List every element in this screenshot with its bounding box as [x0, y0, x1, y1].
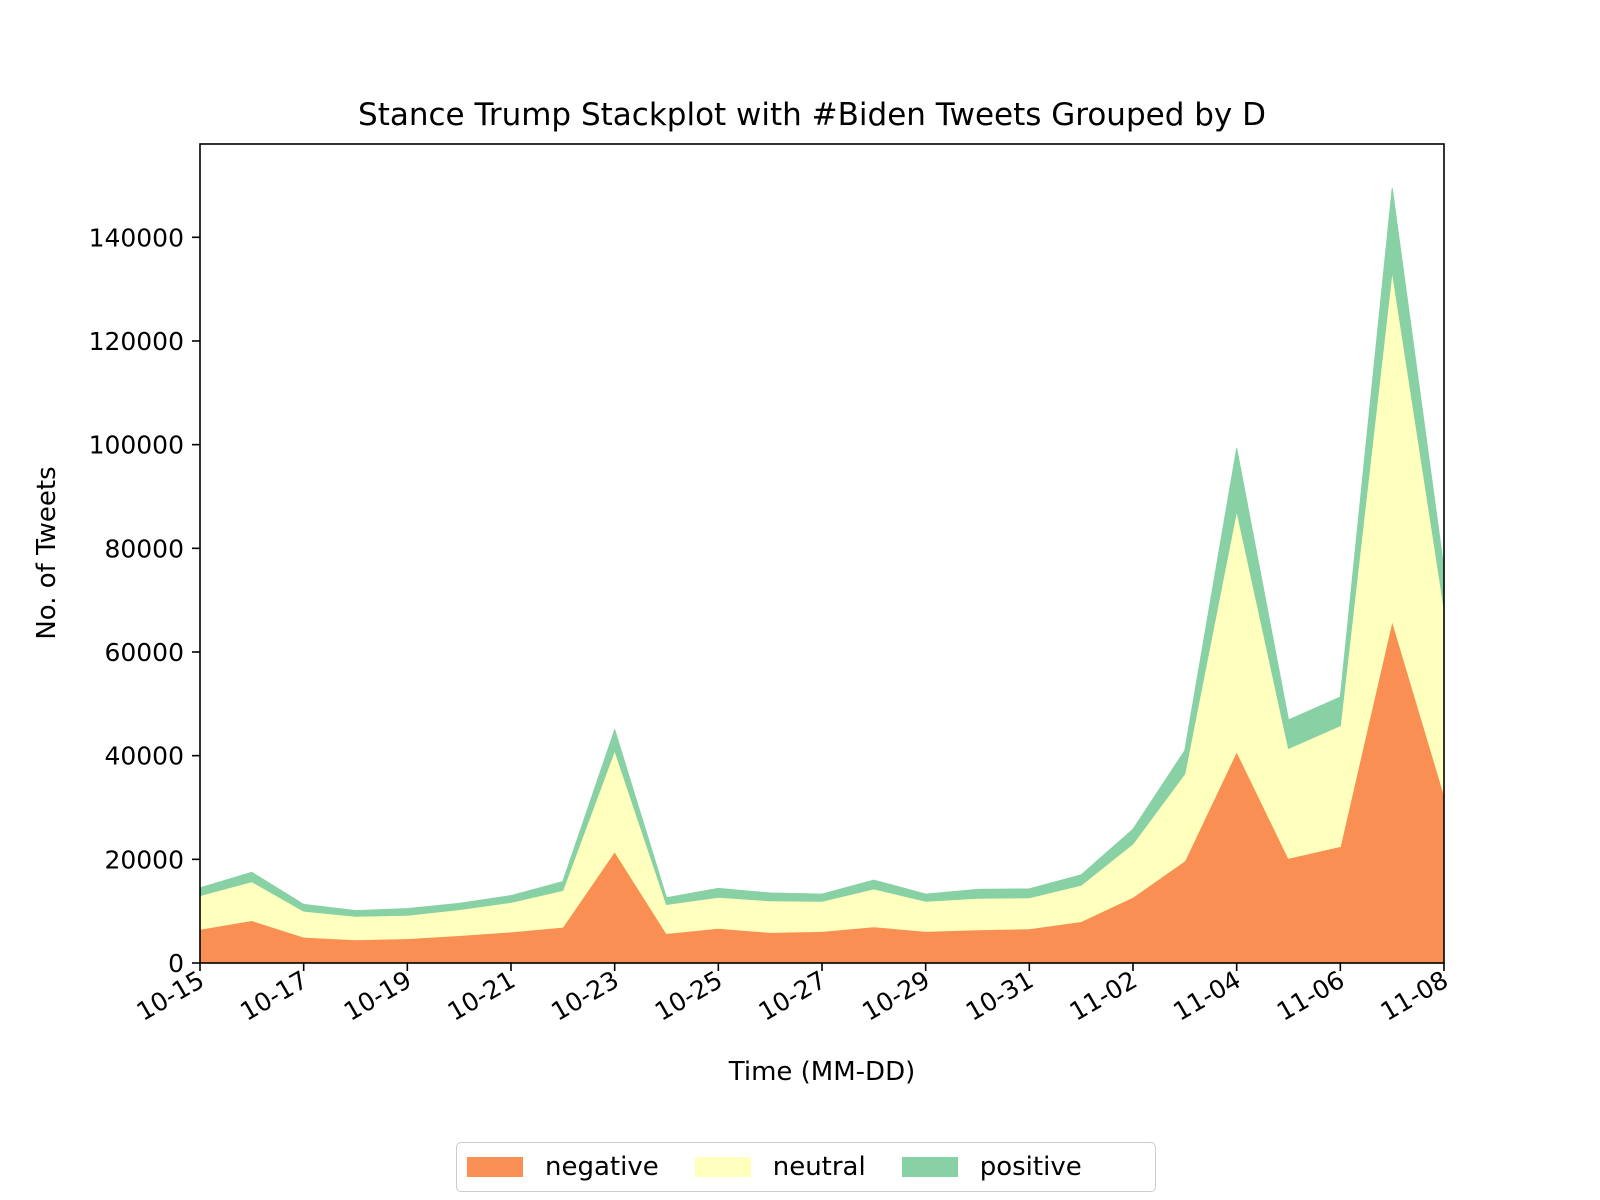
- legend-swatch-negative: [467, 1157, 523, 1177]
- x-tick-label: 11-04: [1168, 965, 1245, 1026]
- x-tick-label: 10-23: [546, 965, 623, 1026]
- y-axis: 0 20000 40000 60000 80000 100000 120000 140000: [89, 223, 200, 978]
- x-tick-label: 10-21: [443, 965, 520, 1026]
- x-tick-label: 11-06: [1272, 965, 1349, 1026]
- x-tick-label: 10-29: [857, 965, 934, 1026]
- y-tick-label: 80000: [104, 534, 184, 563]
- x-tick-label: 10-27: [754, 965, 831, 1026]
- legend-item-negative: negative: [467, 1152, 659, 1182]
- legend-item-neutral: neutral: [694, 1152, 866, 1182]
- y-tick-label: 20000: [104, 845, 184, 874]
- y-tick-label: 100000: [89, 431, 184, 460]
- legend-label-negative: negative: [545, 1152, 659, 1182]
- legend-label-neutral: neutral: [772, 1152, 866, 1182]
- y-tick-label: 120000: [89, 327, 184, 356]
- x-tick-label: 10-17: [235, 965, 312, 1026]
- legend-label-positive: positive: [979, 1152, 1082, 1182]
- y-tick-label: 40000: [104, 742, 184, 771]
- chart-title: Stance Trump Stackplot with #Biden Tweet…: [358, 97, 1266, 133]
- area-layers: [199, 188, 1445, 964]
- legend-swatch-positive: [901, 1157, 958, 1177]
- y-tick-label: 140000: [89, 223, 184, 252]
- legend-swatch-neutral: [694, 1157, 751, 1177]
- y-axis-label: No. of Tweets: [32, 466, 62, 639]
- y-tick-label: 60000: [104, 638, 184, 667]
- legend: negative neutral positive: [456, 1142, 1156, 1192]
- x-tick-label: 11-08: [1376, 965, 1453, 1026]
- x-tick-label: 10-19: [339, 965, 416, 1026]
- legend-item-positive: positive: [901, 1152, 1082, 1182]
- y-tick-label: 0: [168, 949, 184, 978]
- x-axis: 10-15 10-17 10-19 10-21 10-23 10-25 10-27 10-29…: [132, 963, 1453, 1027]
- x-axis-label: Time (MM-DD): [728, 1057, 915, 1087]
- x-tick-label: 10-31: [961, 965, 1038, 1026]
- x-tick-label: 10-25: [650, 965, 727, 1026]
- x-tick-label: 11-02: [1065, 965, 1142, 1026]
